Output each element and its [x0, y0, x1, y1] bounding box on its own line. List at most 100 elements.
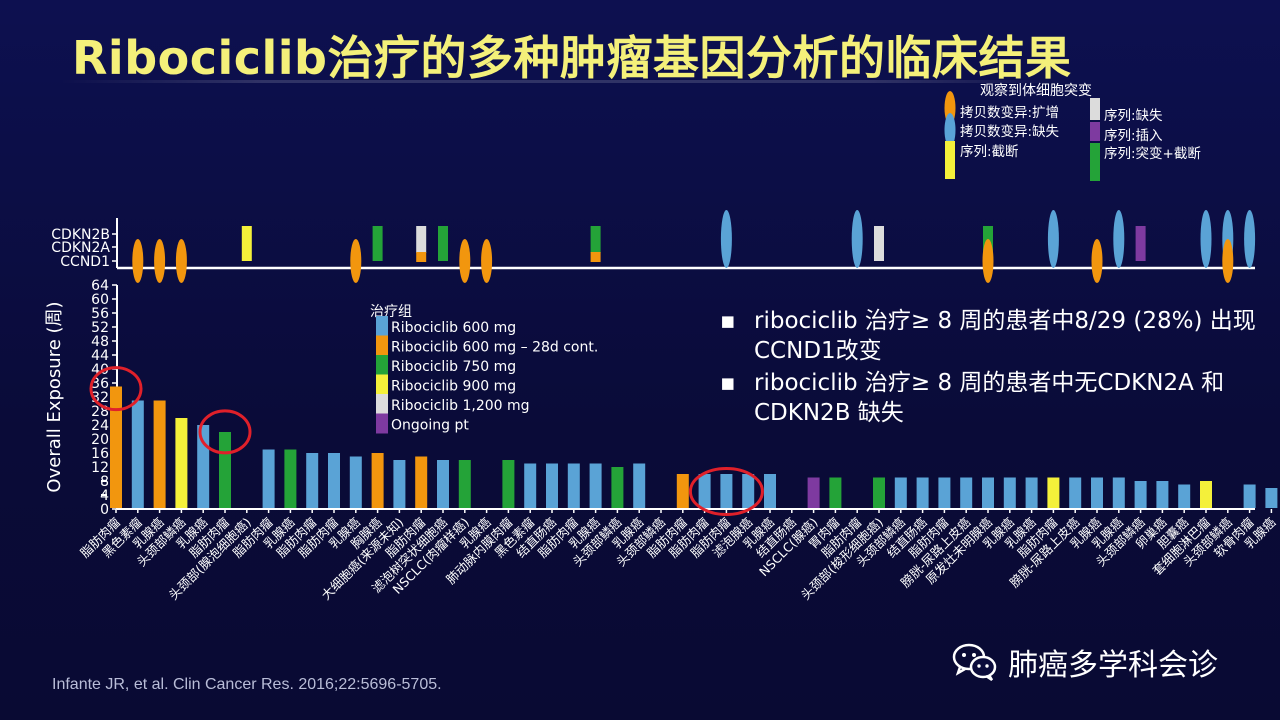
exposure-bar	[982, 477, 994, 508]
exposure-bar	[1265, 488, 1278, 508]
exposure-bar	[306, 453, 319, 508]
alteration-marker	[720, 210, 732, 268]
alteration-marker	[982, 239, 994, 283]
mutation-legend-label: 序列:突变+截断	[1104, 146, 1201, 162]
exposure-bar	[502, 460, 515, 508]
alteration-marker	[1200, 210, 1212, 268]
alteration-marker	[350, 239, 362, 283]
legend-label: Ribociclib 1,200 mg	[391, 398, 530, 414]
mutation-legend-title: 观察到体细胞突变	[980, 82, 1092, 99]
exposure-bar	[873, 477, 885, 508]
exposure-bar	[611, 467, 624, 508]
exposure-bar	[589, 463, 602, 508]
exposure-bar	[676, 474, 689, 508]
alteration-marker	[416, 226, 427, 253]
exposure-bar	[829, 477, 842, 508]
exposure-bar	[1156, 481, 1169, 508]
alteration-marker	[438, 226, 448, 261]
legend-label: Ribociclib 600 mg – 28d cont.	[391, 340, 598, 356]
exposure-bar	[916, 477, 929, 508]
y-tick-label: 0	[100, 502, 109, 518]
gene-label: CDKN2A	[51, 240, 110, 256]
exposure-bar	[1200, 481, 1212, 508]
y-tick-label: 64	[91, 278, 109, 294]
y-tick-label: 12	[91, 460, 109, 476]
exposure-bar	[960, 477, 973, 508]
legend-swatch	[376, 413, 388, 434]
y-tick-label: 52	[91, 320, 109, 336]
brand-name: 肺癌多学科会诊	[1008, 648, 1218, 683]
mutation-legend-label: 拷贝数变异:扩增	[960, 105, 1059, 121]
finding-item: ▪ ribociclib 治疗≥ 8 周的患者中无CDKN2A 和CDKN2B …	[720, 368, 1260, 428]
alteration-marker	[372, 226, 383, 261]
exposure-bar	[328, 453, 340, 508]
mutation-legend-label: 序列:截断	[960, 144, 1019, 160]
finding-text: ribociclib 治疗≥ 8 周的患者中8/29 (28%) 出现CCND1…	[754, 308, 1256, 364]
legend-swatch	[376, 355, 388, 375]
legend-swatch	[376, 335, 388, 356]
alteration-marker	[1222, 239, 1234, 283]
alteration-marker	[1091, 239, 1103, 283]
exposure-bar	[219, 432, 231, 508]
title-divider	[60, 80, 1070, 83]
legend-label: Ribociclib 750 mg	[391, 359, 516, 375]
exposure-bar	[807, 477, 820, 508]
alteration-marker	[1047, 210, 1059, 268]
legend-swatch	[376, 316, 388, 336]
alteration-marker	[874, 226, 884, 261]
exposure-bar	[698, 474, 711, 508]
y-tick-label: 48	[91, 334, 109, 350]
exposure-bar	[197, 425, 210, 508]
alteration-marker	[481, 239, 493, 283]
alteration-marker	[154, 239, 166, 283]
exposure-bar	[742, 474, 755, 508]
legend-swatch	[945, 141, 955, 179]
exposure-bar	[546, 463, 558, 508]
legend-label: Ribociclib 900 mg	[391, 379, 516, 395]
y-tick-label: 16	[91, 446, 109, 462]
mutation-legend-label: 拷贝数变异:缺失	[960, 124, 1060, 140]
exposure-bar	[458, 460, 471, 508]
exposure-bar	[1178, 484, 1191, 508]
gene-label: CCND1	[60, 254, 110, 270]
exposure-bar	[1025, 477, 1038, 508]
legend-label: Ribociclib 600 mg	[391, 320, 516, 336]
exposure-bar	[153, 400, 166, 508]
alteration-marker	[241, 226, 252, 261]
slide-title: Ribociclib治疗的多种肿瘤基因分析的临床结果	[72, 31, 1072, 85]
exposure-bar	[1091, 477, 1103, 508]
exposure-bar	[1112, 477, 1125, 508]
alteration-marker	[590, 226, 601, 253]
exposure-bar	[894, 477, 907, 508]
y-tick-label: 24	[91, 418, 109, 434]
brand-watermark: 肺癌多学科会诊	[952, 640, 1218, 684]
exposure-bar	[284, 449, 297, 508]
exposure-bar	[437, 460, 449, 508]
y-tick-label: 40	[91, 362, 109, 378]
wechat-icon	[952, 643, 997, 682]
alteration-marker	[1244, 210, 1256, 268]
legend-swatch	[1090, 122, 1100, 141]
alteration-marker	[459, 239, 471, 283]
y-tick-label: 20	[91, 432, 109, 448]
exposure-bar	[175, 418, 188, 508]
exposure-bar	[1047, 477, 1060, 508]
findings-list: ▪ ribociclib 治疗≥ 8 周的患者中8/29 (28%) 出现CCN…	[720, 306, 1260, 430]
y-tick-label: 36	[91, 376, 109, 392]
reference-citation: Infante JR, et al. Clin Cancer Res. 2016…	[52, 676, 442, 693]
legend-swatch	[376, 394, 388, 414]
exposure-bar	[1243, 484, 1256, 508]
mutation-legend-label: 序列:缺失	[1104, 108, 1163, 124]
exposure-bar	[349, 456, 362, 508]
alteration-marker	[1113, 210, 1125, 268]
exposure-bar	[524, 463, 537, 508]
highlight-circle	[89, 366, 143, 412]
gene-label: CDKN2B	[51, 227, 110, 243]
finding-item: ▪ ribociclib 治疗≥ 8 周的患者中8/29 (28%) 出现CCN…	[720, 306, 1260, 366]
highlight-circle	[198, 409, 252, 455]
legend-swatch	[376, 374, 388, 395]
bullet-icon: ▪	[720, 370, 736, 396]
exposure-bar	[938, 477, 951, 508]
bullet-icon: ▪	[720, 308, 736, 334]
